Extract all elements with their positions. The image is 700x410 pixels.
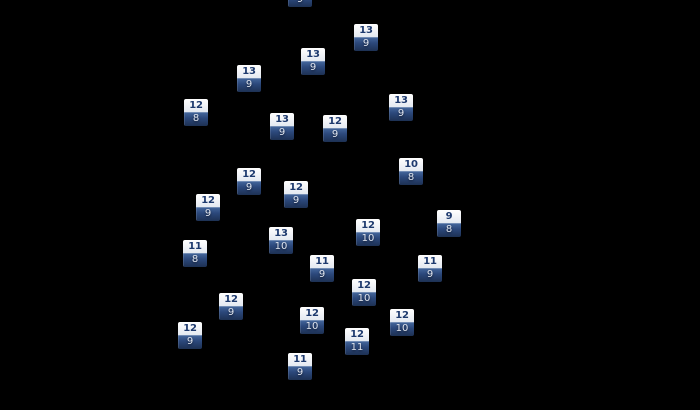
badge-top-value: 12: [196, 194, 220, 207]
unit-badge[interactable]: 12 10: [356, 219, 380, 246]
badge-bottom-value: 10: [352, 292, 376, 306]
badge-top-value: 13: [354, 24, 378, 37]
badge-bottom-value: 9: [418, 268, 442, 282]
badge-top-value: 12: [323, 115, 347, 128]
unit-badge[interactable]: 12 8: [184, 99, 208, 126]
badge-top-value: 12: [356, 219, 380, 232]
badge-top-value: 11: [418, 255, 442, 268]
badge-top-value: 13: [237, 65, 261, 78]
badge-bottom-value: 9: [310, 268, 334, 282]
badge-bottom-value: 8: [184, 112, 208, 126]
badge-top-value: 12: [237, 168, 261, 181]
unit-badge[interactable]: 12 9: [237, 168, 261, 195]
badge-top-value: 12: [184, 99, 208, 112]
badge-bottom-value: 10: [390, 322, 414, 336]
badge-top-value: 13: [270, 113, 294, 126]
badge-bottom-value: 9: [323, 128, 347, 142]
badge-top-value: 13: [389, 94, 413, 107]
badge-bottom-value: 9: [284, 194, 308, 208]
badge-top-value: 12: [284, 181, 308, 194]
badge-top-value: 12: [390, 309, 414, 322]
badge-bottom-value: 10: [269, 240, 293, 254]
unit-badge[interactable]: 12 9: [219, 293, 243, 320]
badge-bottom-value: 9: [219, 306, 243, 320]
badge-bottom-value: 9: [354, 37, 378, 51]
unit-badge[interactable]: 12 10: [300, 307, 324, 334]
badge-bottom-value: 9: [178, 335, 202, 349]
badge-top-value: 11: [288, 353, 312, 366]
unit-badge[interactable]: 13 9: [270, 113, 294, 140]
unit-badge[interactable]: 11 9: [310, 255, 334, 282]
badge-bottom-value: 9: [301, 61, 325, 75]
unit-badge[interactable]: 11 8: [183, 240, 207, 267]
badge-bottom-value: 8: [183, 253, 207, 267]
unit-badge[interactable]: 10 8: [399, 158, 423, 185]
unit-badge[interactable]: 11 9: [288, 353, 312, 380]
badge-bottom-value: 9: [270, 126, 294, 140]
badge-top-value: 13: [301, 48, 325, 61]
badge-bottom-value: 11: [345, 341, 369, 355]
badge-top-value: 12: [352, 279, 376, 292]
badge-bottom-value: 9: [237, 78, 261, 92]
badge-top-value: 9: [437, 210, 461, 223]
unit-badge[interactable]: 9: [288, 0, 312, 7]
unit-badge[interactable]: 9 8: [437, 210, 461, 237]
badge-bottom-value: 9: [288, 366, 312, 380]
unit-badge[interactable]: 13 10: [269, 227, 293, 254]
badge-top-value: 11: [310, 255, 334, 268]
badge-top-value: 13: [269, 227, 293, 240]
unit-badge[interactable]: 13 9: [237, 65, 261, 92]
badge-top-value: 12: [178, 322, 202, 335]
badge-bottom-value: 9: [389, 107, 413, 121]
badge-bottom-value: 10: [300, 320, 324, 334]
unit-badge[interactable]: 11 9: [418, 255, 442, 282]
badge-bottom-value: 9: [196, 207, 220, 221]
badge-bottom-value: 10: [356, 232, 380, 246]
unit-badge[interactable]: 12 10: [390, 309, 414, 336]
unit-badge[interactable]: 12 9: [284, 181, 308, 208]
badge-top-value: 11: [183, 240, 207, 253]
badge-bottom-value: 8: [399, 171, 423, 185]
badge-bottom-value: 8: [437, 223, 461, 237]
badge-top-value: 12: [219, 293, 243, 306]
unit-badge[interactable]: 12 9: [196, 194, 220, 221]
unit-badge[interactable]: 12 11: [345, 328, 369, 355]
unit-badge[interactable]: 13 9: [301, 48, 325, 75]
unit-badge[interactable]: 12 10: [352, 279, 376, 306]
badge-top-value: 12: [345, 328, 369, 341]
unit-badge[interactable]: 12 9: [178, 322, 202, 349]
badge-top-value: 12: [300, 307, 324, 320]
unit-badge[interactable]: 13 9: [354, 24, 378, 51]
unit-badge[interactable]: 12 9: [323, 115, 347, 142]
badge-top-value: 10: [399, 158, 423, 171]
badge-bottom-value: 9: [288, 0, 312, 7]
badge-bottom-value: 9: [237, 181, 261, 195]
unit-badge[interactable]: 13 9: [389, 94, 413, 121]
